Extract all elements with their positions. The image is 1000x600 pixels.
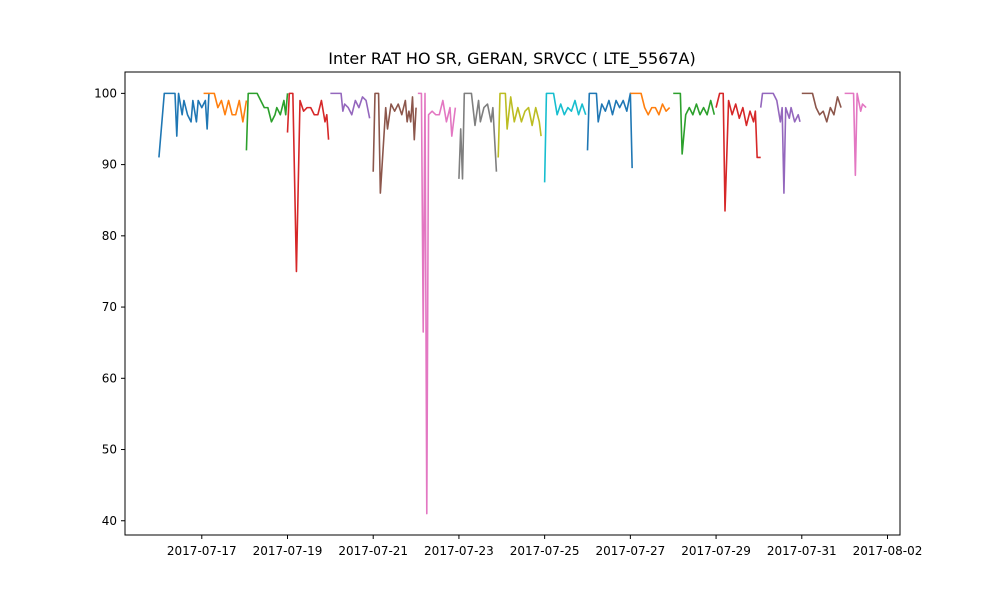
series-line-12: [630, 92, 671, 116]
series-line-3: [245, 92, 289, 151]
y-tick-label: 70: [102, 300, 117, 314]
y-tick-label: 100: [94, 86, 117, 100]
series-line-17: [844, 92, 867, 177]
series-line-2: [203, 92, 248, 123]
y-tick-label: 90: [102, 158, 117, 172]
series-layer: [158, 92, 867, 515]
series-line-7: [417, 92, 457, 515]
series-line-9: [497, 92, 542, 158]
series-line-15: [759, 92, 801, 194]
y-tick-label: 60: [102, 371, 117, 385]
series-line-14: [715, 92, 761, 212]
series-line-4: [286, 92, 330, 273]
series-line-8: [458, 92, 498, 180]
series-line-11: [586, 92, 633, 169]
y-axis: 40 50 60 70 80 90 100: [94, 86, 125, 528]
chart-title: Inter RAT HO SR, GERAN, SRVCC ( LTE_5567…: [328, 49, 696, 69]
y-tick-label: 40: [102, 514, 117, 528]
series-line-13: [673, 92, 716, 155]
x-tick-label: 2017-07-29: [681, 544, 751, 558]
x-tick-label: 2017-07-31: [767, 544, 837, 558]
x-tick-label: 2017-07-25: [510, 544, 580, 558]
plot-frame: [124, 71, 901, 536]
y-tick-label: 80: [102, 229, 117, 243]
x-tick-label: 2017-08-02: [853, 544, 923, 558]
series-line-6: [372, 92, 417, 194]
series-line-1: [158, 92, 210, 158]
x-tick-label: 2017-07-17: [167, 544, 237, 558]
x-tick-label: 2017-07-19: [253, 544, 323, 558]
y-tick-label: 50: [102, 443, 117, 457]
x-tick-label: 2017-07-21: [338, 544, 408, 558]
series-line-10: [543, 92, 587, 183]
x-tick-label: 2017-07-23: [424, 544, 494, 558]
series-line-16: [801, 92, 842, 123]
x-axis: 2017-07-17 2017-07-19 2017-07-21 2017-07-23…: [167, 535, 922, 558]
x-tick-label: 2017-07-27: [595, 544, 665, 558]
series-line-5: [330, 92, 371, 119]
